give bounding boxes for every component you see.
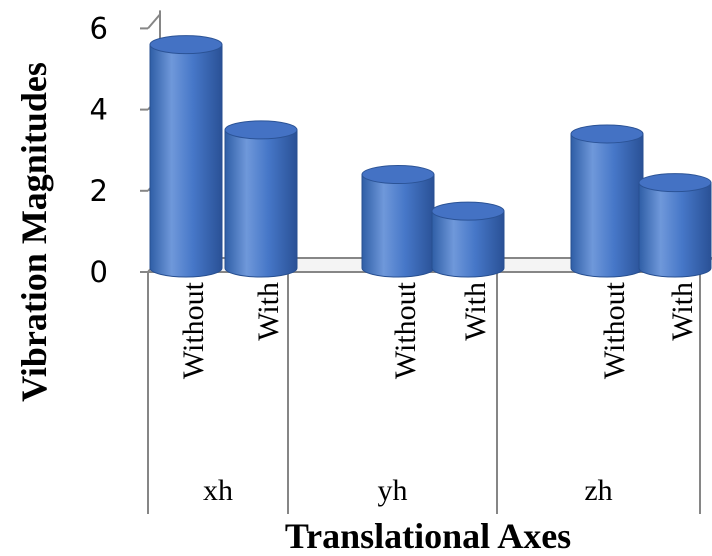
bar-zh-with [638,173,712,278]
y-tick-depth [147,13,161,30]
bar-top [224,120,298,140]
bar-label: With [666,282,699,341]
x-axis-title: Translational Axes [285,516,571,556]
bar-top [638,173,712,193]
group-label-zh: zh [584,474,612,507]
bar-zh-without [570,124,644,278]
bar-yh-without [361,165,435,278]
bar-label: Without [598,281,631,379]
bar-label: Without [389,281,422,379]
bar-xh-with [224,120,298,278]
bar-yh-with [431,201,505,278]
bar-label: Without [177,281,210,379]
y-tick-label: 4 [90,93,108,127]
bar-top [361,165,435,185]
bar-label: With [459,282,492,341]
y-tick-label: 6 [90,11,108,45]
y-axis-title: Vibration Magnitudes [14,62,54,402]
bar-top [149,35,223,55]
bar-body [638,182,712,278]
bars [149,35,712,278]
bar-body [224,129,298,278]
group-label-xh: xh [203,474,233,507]
bar-xh-without [149,35,223,278]
bar-label: With [252,282,285,341]
bar-top [431,201,505,221]
y-tick-label: 0 [90,255,108,289]
bar-top [570,124,644,144]
bar-body [361,174,435,278]
bar-body [431,210,505,278]
group-label-yh: yh [378,474,408,507]
y-tick-label: 2 [90,174,108,208]
labels: 0 2 4 6 Without With xh Without With yh Without Wit… [90,11,699,507]
bar-body [570,133,644,278]
bar-body [149,44,223,278]
